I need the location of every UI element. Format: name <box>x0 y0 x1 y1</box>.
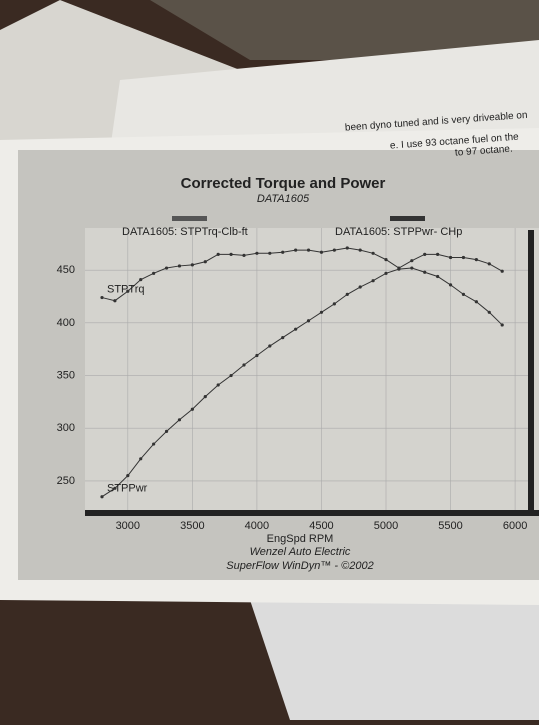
data-point <box>487 262 491 266</box>
data-point <box>126 474 130 478</box>
data-point <box>461 292 466 296</box>
data-point <box>448 255 453 260</box>
x-tick-label: 6000 <box>503 520 527 532</box>
data-point <box>255 251 259 255</box>
data-point <box>487 310 491 314</box>
note-line: to 97 octane. <box>455 144 513 159</box>
data-point <box>164 429 169 433</box>
data-point <box>332 248 336 252</box>
data-point <box>242 363 246 367</box>
data-point <box>139 278 143 282</box>
data-point <box>448 283 453 287</box>
data-point <box>371 251 375 255</box>
data-point <box>474 258 478 262</box>
data-point <box>255 353 259 358</box>
paper-note <box>110 40 539 150</box>
data-point <box>332 302 336 306</box>
data-point <box>410 259 414 263</box>
data-point <box>203 395 207 399</box>
data-point <box>410 266 414 270</box>
data-point <box>229 373 233 378</box>
data-point <box>113 486 117 490</box>
y-tick-label: 450 <box>57 264 75 276</box>
data-point <box>216 383 220 387</box>
data-point <box>461 255 466 260</box>
data-point <box>358 285 362 289</box>
data-point <box>152 271 156 275</box>
data-point <box>268 251 272 255</box>
data-point <box>190 263 194 267</box>
data-point <box>216 252 220 256</box>
chart-subtitle: DATA1605 <box>257 193 310 205</box>
data-point <box>319 310 324 314</box>
data-point <box>474 300 478 304</box>
data-point <box>242 253 246 257</box>
series-label: STPTrq <box>107 283 145 295</box>
x-axis-label: EngSpd RPM <box>267 533 334 545</box>
y-tick-label: 300 <box>57 422 75 434</box>
data-point <box>371 279 375 283</box>
data-point <box>345 292 349 296</box>
x-tick-label: 5500 <box>438 520 462 532</box>
x-tick-label: 3000 <box>116 520 140 532</box>
data-point <box>500 323 504 327</box>
x-tick-label: 3500 <box>180 520 204 532</box>
data-point <box>100 495 104 499</box>
data-point <box>384 271 388 275</box>
data-point <box>152 442 156 446</box>
legend-swatch <box>172 216 207 221</box>
paper-back <box>0 0 240 150</box>
series-line <box>101 247 503 302</box>
y-tick-label: 350 <box>57 369 75 381</box>
data-point <box>500 269 504 273</box>
data-point <box>229 252 233 256</box>
data-point <box>345 246 349 250</box>
placemat <box>150 0 539 60</box>
data-point <box>203 260 207 264</box>
data-point <box>436 252 440 256</box>
data-point <box>113 299 117 303</box>
legend-label: DATA1605: STPPwr- CHp <box>335 226 462 238</box>
footer: SuperFlow WinDyn™ - ©2002 <box>226 560 373 572</box>
data-point <box>294 248 298 252</box>
x-tick-label: 5000 <box>374 520 398 532</box>
legend-label: DATA1605: STPTrq-Clb-ft <box>122 226 248 238</box>
plot-area <box>85 228 539 510</box>
x-tick-label: 4500 <box>309 520 333 532</box>
data-point <box>319 250 324 254</box>
data-point <box>190 407 194 411</box>
data-point <box>164 266 169 270</box>
data-point <box>281 250 285 254</box>
data-point <box>384 258 388 262</box>
plot-bottom-bar <box>85 510 539 516</box>
data-point <box>358 248 362 252</box>
y-tick-label: 250 <box>57 475 75 487</box>
data-point <box>423 270 427 274</box>
paper-under <box>250 590 539 720</box>
series-line <box>101 267 503 498</box>
data-point <box>397 267 401 271</box>
data-point <box>126 289 130 293</box>
footer: Wenzel Auto Electric <box>250 546 351 558</box>
data-point <box>139 457 143 461</box>
data-point <box>281 336 285 340</box>
data-point <box>177 264 182 268</box>
data-point <box>177 418 182 422</box>
chart-title: Corrected Torque and Power <box>181 175 386 192</box>
data-point <box>100 295 104 300</box>
data-point <box>306 319 311 323</box>
x-tick-label: 4000 <box>245 520 269 532</box>
series-label: STPPwr <box>107 483 148 495</box>
data-point <box>268 344 272 348</box>
data-point <box>423 252 427 256</box>
y-tick-label: 400 <box>57 317 75 329</box>
data-point <box>294 327 298 331</box>
legend-swatch <box>390 216 425 221</box>
plot-right-bar <box>528 230 534 515</box>
data-point <box>436 274 440 279</box>
data-point <box>306 248 311 252</box>
